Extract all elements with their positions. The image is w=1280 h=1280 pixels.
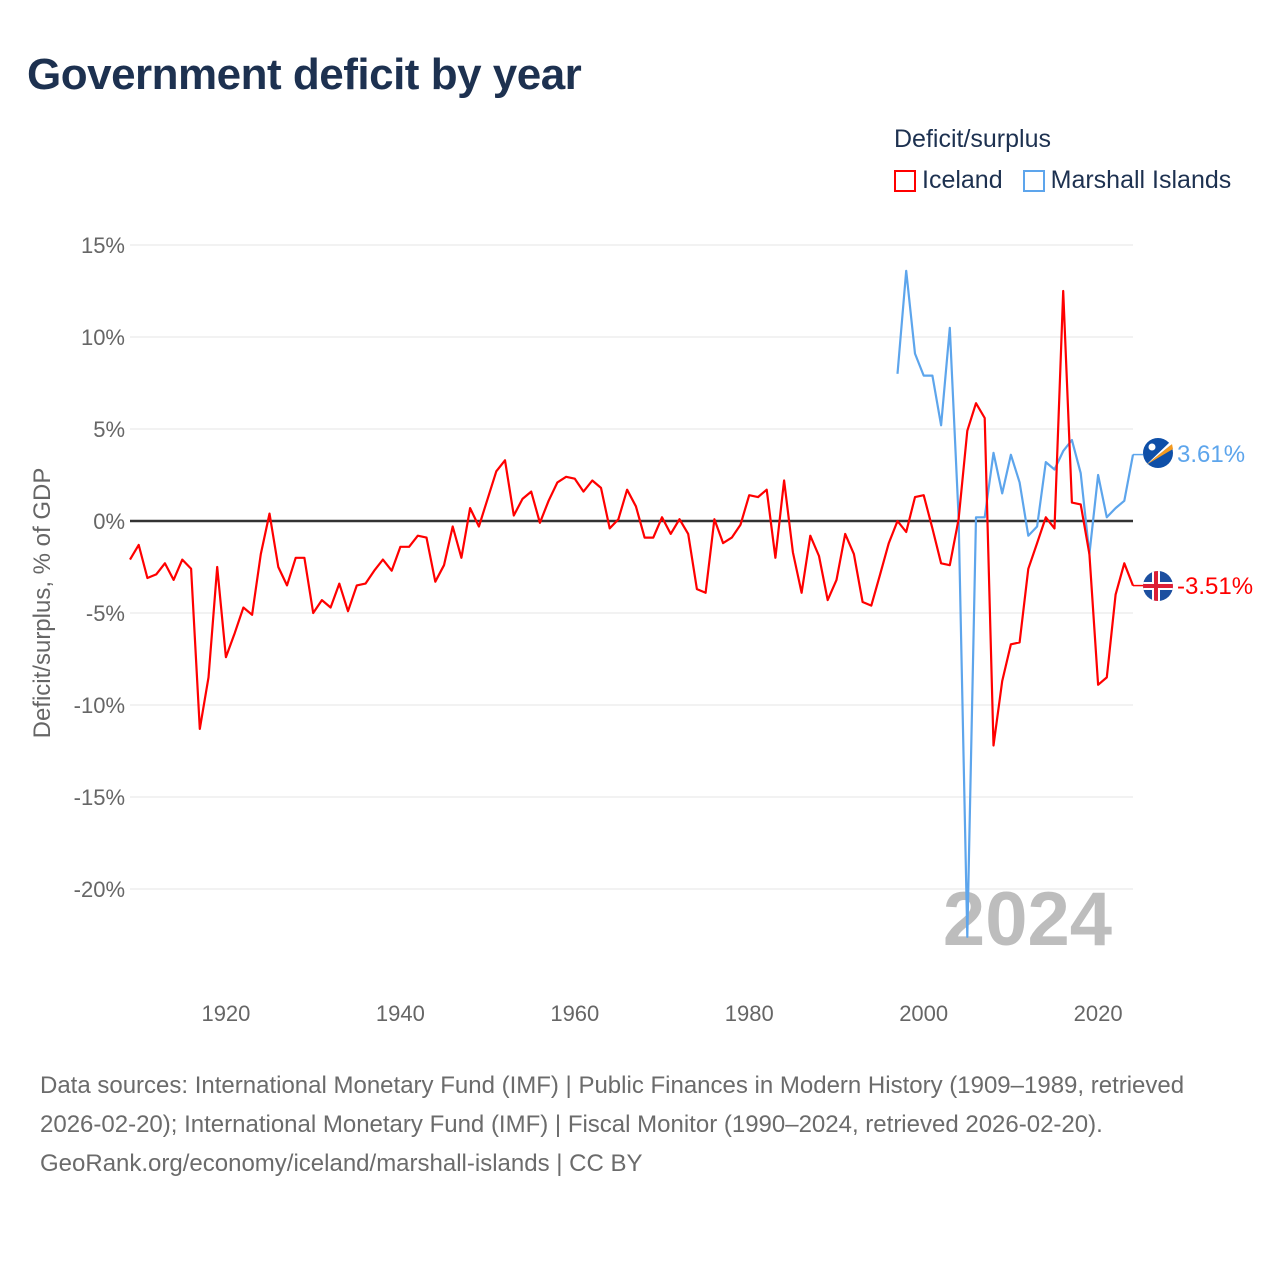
legend-swatch-iceland	[894, 169, 916, 192]
legend-label: Marshall Islands	[1050, 166, 1232, 194]
y-tick-label: -10%	[74, 693, 125, 718]
license: | CC BY	[549, 1150, 643, 1177]
x-tick-label: 1940	[376, 1001, 425, 1026]
page-title: Government deficit by year	[27, 50, 582, 99]
source-link[interactable]: GeoRank.org/economy/iceland/marshall-isl…	[40, 1150, 550, 1177]
footer: Data sources: International Monetary Fun…	[40, 1066, 1240, 1183]
legend-swatch-marshall-islands	[1022, 169, 1045, 192]
series-line-iceland[interactable]	[129, 289, 1135, 747]
y-axis-ticks: 15% 10% 5% 0% -5% -10% -15% -20%	[74, 233, 125, 902]
legend-title: Deficit/surplus	[894, 125, 1051, 153]
iceland-end-label: -3.51%	[1177, 573, 1253, 600]
series-line-marshall-islands[interactable]	[896, 269, 1135, 938]
y-tick-label: 5%	[93, 417, 125, 442]
y-tick-label: -15%	[74, 785, 125, 810]
marshall-islands-end-label: 3.61%	[1177, 441, 1245, 468]
y-tick-label: -20%	[74, 877, 125, 902]
legend-item-iceland[interactable]: Iceland	[894, 166, 1003, 195]
x-tick-label: 2020	[1074, 1001, 1123, 1026]
legend-label: Iceland	[922, 166, 1003, 194]
x-tick-label: 1980	[725, 1001, 774, 1026]
legend: Iceland Marshall Islands	[894, 166, 1231, 195]
gridlines	[130, 244, 1133, 890]
series-lines	[129, 269, 1143, 938]
marshall-islands-flag-icon	[1143, 438, 1173, 468]
x-axis-ticks: 1920 1940 1960 1980 2000 2020	[201, 1001, 1122, 1026]
y-tick-label: -5%	[86, 601, 125, 626]
y-tick-label: 10%	[81, 325, 125, 350]
legend-item-marshall-islands[interactable]: Marshall Islands	[1022, 166, 1232, 195]
year-watermark: 2024	[943, 877, 1112, 962]
iceland-flag-icon	[1143, 571, 1173, 601]
x-tick-label: 1920	[201, 1001, 250, 1026]
y-tick-label: 15%	[81, 233, 125, 258]
x-tick-label: 2000	[899, 1001, 948, 1026]
y-tick-label: 0%	[93, 509, 125, 534]
y-axis-label: Deficit/surplus, % of GDP	[29, 468, 56, 739]
x-tick-label: 1960	[550, 1001, 599, 1026]
data-sources: Data sources: International Monetary Fun…	[40, 1072, 1185, 1138]
